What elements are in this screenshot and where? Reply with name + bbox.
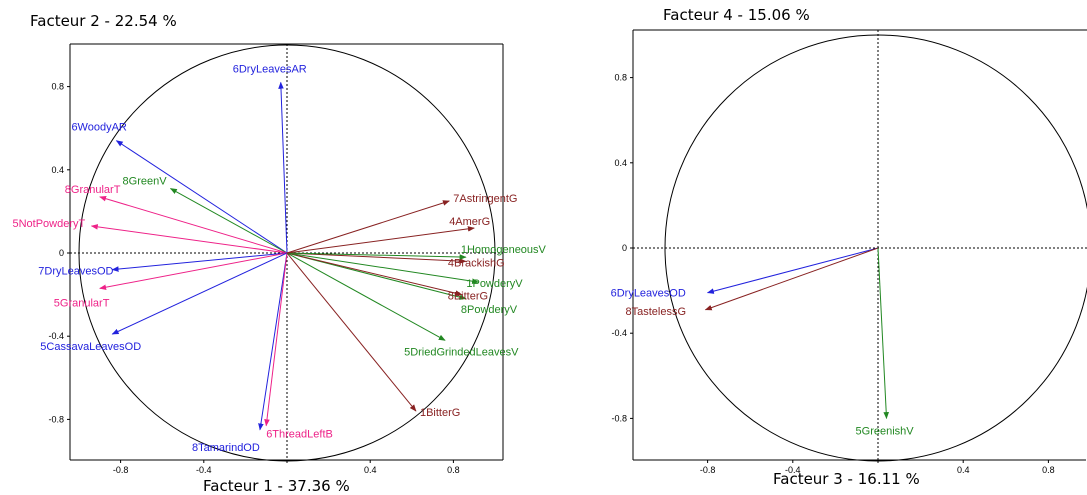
y-tick-label: 0.8 <box>51 82 64 92</box>
vector-arrow <box>90 224 288 254</box>
vector-label: 8BitterG <box>448 291 488 303</box>
y-tick-label: 0.4 <box>614 158 627 168</box>
vector-label: 4AmerG <box>449 216 490 228</box>
vector-arrow <box>286 252 480 284</box>
vector-arrow <box>115 140 288 254</box>
vector-arrow <box>286 226 475 254</box>
unit-circle <box>664 34 1087 462</box>
vector-arrow <box>278 81 288 254</box>
vector-label: 8PowderyV <box>461 304 518 316</box>
vector-label: 5CassavaLeavesOD <box>40 341 141 353</box>
vector-arrow <box>286 252 417 412</box>
vector-arrow <box>286 252 467 264</box>
y-axis-title: Facteur 2 - 22.54 % <box>30 12 177 30</box>
vector-arrow <box>111 252 288 335</box>
y-tick-label: 0.8 <box>614 73 627 83</box>
chart-panel-factors-3-4: Facteur 4 - 15.06 % Facteur 3 - 16.11 % … <box>611 6 1087 488</box>
vector-label: 8GranularT <box>65 184 121 196</box>
x-tick-label: 0.8 <box>447 465 460 475</box>
vector-arrow <box>264 252 288 427</box>
vector-label: 7AstringentG <box>453 193 517 205</box>
y-tick-label: 0.4 <box>51 165 64 175</box>
x-tick-label: 0.4 <box>957 465 970 475</box>
y-tick-label: -0.8 <box>611 413 627 423</box>
vector-label: 4BrackishG <box>448 257 505 269</box>
vector-arrow <box>99 252 288 290</box>
vector-label: 5NotPowderyT <box>12 218 85 230</box>
x-tick-label: -0.8 <box>113 465 129 475</box>
vector-label: 8TamarindOD <box>192 442 260 454</box>
x-tick-label: -0.8 <box>700 465 716 475</box>
vector-label: 8GreenV <box>123 176 168 188</box>
x-tick-label: -0.4 <box>785 465 801 475</box>
y-tick-label: 0 <box>59 248 64 258</box>
y-tick-label: -0.8 <box>48 414 64 424</box>
vector-label: 7DryLeavesOD <box>38 266 113 278</box>
vector-label: 1PowderyV <box>466 278 523 290</box>
vector-arrow <box>258 252 288 431</box>
vector-label: 8TastelessG <box>625 306 686 318</box>
vector-arrow <box>111 252 288 272</box>
vector-arrow <box>704 247 879 311</box>
x-axis-title: Facteur 3 - 16.11 % <box>773 470 920 488</box>
vector-arrow <box>99 195 288 254</box>
vector-arrow <box>286 252 467 300</box>
y-tick-label: 0 <box>622 243 627 253</box>
vector-arrow <box>169 188 288 254</box>
vector-label: 6ThreadLeftB <box>266 429 333 441</box>
vector-arrow <box>286 252 467 260</box>
vector-arrow <box>286 252 463 296</box>
vector-label: 5GranularT <box>54 297 110 309</box>
x-tick-label: -0.4 <box>196 465 212 475</box>
vector-label: 6DryLeavesAR <box>233 63 307 75</box>
x-axis-title: Facteur 1 - 37.36 % <box>203 477 350 495</box>
vector-label: 1BitterG <box>420 407 460 419</box>
y-axis-title: Facteur 4 - 15.06 % <box>663 6 810 24</box>
y-tick-label: -0.4 <box>611 328 627 338</box>
vector-label: 6DryLeavesOD <box>611 288 686 300</box>
x-tick-label: 0.8 <box>1042 465 1055 475</box>
chart-panel-factors-1-2: Facteur 2 - 22.54 % Facteur 1 - 37.36 % … <box>12 12 546 495</box>
vector-label: 1HomogeneousV <box>461 244 547 256</box>
vector-label: 5GreenishV <box>856 425 915 437</box>
vector-label: 6WoodyAR <box>71 122 126 134</box>
vector-arrow <box>706 247 879 294</box>
vector-label: 5DriedGrindedLeavesV <box>404 346 519 358</box>
vector-arrow <box>286 252 446 341</box>
x-tick-label: 0.4 <box>364 465 377 475</box>
vector-arrow <box>877 247 890 420</box>
vector-arrow <box>286 200 450 254</box>
y-tick-label: -0.4 <box>48 331 64 341</box>
